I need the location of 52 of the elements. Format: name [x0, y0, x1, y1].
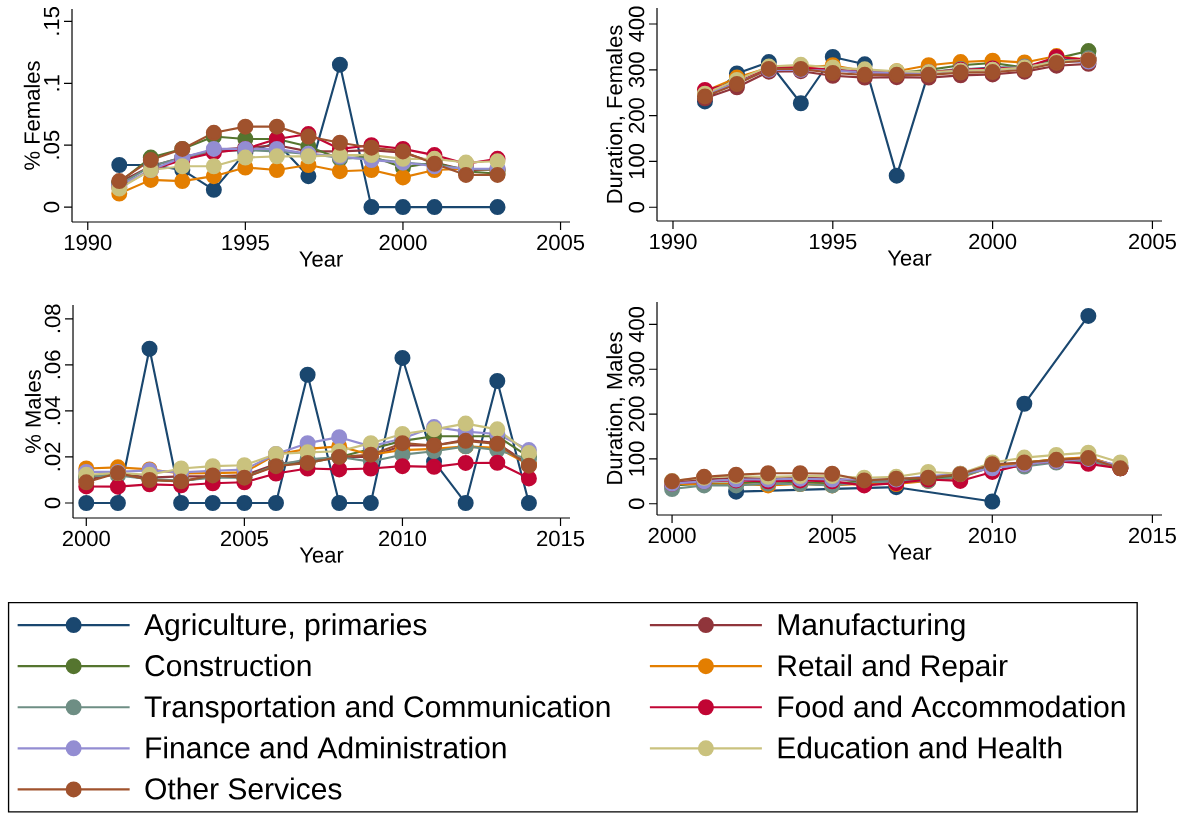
- x-tick-label: 2000: [62, 530, 110, 547]
- y-tick-label: .08: [44, 304, 61, 333]
- x-tick-label: 2010: [968, 527, 1016, 544]
- y-axis-title: Duration, Females: [606, 25, 625, 203]
- legend-label: Other Services: [145, 777, 342, 800]
- y-axis-title: % Females: [23, 61, 40, 170]
- y-tick-label: .06: [44, 350, 61, 379]
- x-tick-label: 2005: [221, 530, 268, 547]
- x-tick-label: 1995: [222, 234, 269, 251]
- y-tick-label: 0: [44, 497, 61, 509]
- legend-label: Agriculture, primaries: [144, 613, 427, 642]
- x-axis-title: Year: [887, 250, 932, 266]
- x-tick-label: 2000: [379, 234, 427, 251]
- y-axis-title: % Males: [24, 370, 41, 453]
- x-axis-title: Year: [299, 547, 344, 563]
- y-tick-label: 300: [628, 52, 645, 88]
- legend-label: Education and Health: [778, 736, 1062, 759]
- x-tick-label: 2005: [1129, 233, 1176, 250]
- y-tick-label: 0: [628, 498, 645, 510]
- legend-label: Finance and Administration: [146, 736, 506, 759]
- y-tick-label: 300: [628, 351, 645, 387]
- y-tick-label: 100: [628, 143, 645, 179]
- y-tick-label: 400: [628, 306, 645, 343]
- y-tick-label: 100: [628, 441, 645, 476]
- y-tick-label: 0: [43, 201, 60, 213]
- y-tick-label: 0: [628, 201, 645, 213]
- y-tick-label: 400: [628, 6, 645, 42]
- x-tick-label: 2015: [537, 530, 585, 547]
- y-tick-label: .04: [44, 396, 61, 425]
- x-tick-label: 1995: [810, 233, 857, 250]
- x-tick-label: 2015: [1129, 527, 1176, 544]
- y-tick-label: 200: [628, 98, 645, 133]
- legend-label: Transportation and Communication: [144, 695, 610, 724]
- y-tick-label: 200: [628, 396, 645, 432]
- legend-label: Retail and Repair: [778, 654, 1008, 683]
- y-tick-label: .1: [44, 75, 60, 91]
- x-tick-label: 2000: [648, 527, 696, 544]
- y-tick-label: .15: [43, 7, 60, 35]
- x-tick-label: 1990: [64, 234, 112, 251]
- y-tick-label: .05: [43, 130, 60, 159]
- x-tick-label: 2005: [537, 234, 585, 251]
- x-tick-label: 2005: [808, 527, 856, 544]
- legend-label: Food and Accommodation: [778, 695, 1125, 718]
- x-tick-label: 2000: [969, 233, 1017, 250]
- legend-label: Construction: [145, 654, 311, 677]
- y-tick-label: .02: [44, 442, 61, 471]
- x-tick-label: 2010: [379, 530, 427, 547]
- legend-label: Manufacturing: [778, 613, 965, 642]
- x-axis-title: Year: [299, 251, 343, 267]
- x-tick-label: 1990: [650, 233, 697, 250]
- y-axis-title: Duration, Males: [606, 332, 625, 484]
- x-axis-title: Year: [887, 544, 932, 560]
